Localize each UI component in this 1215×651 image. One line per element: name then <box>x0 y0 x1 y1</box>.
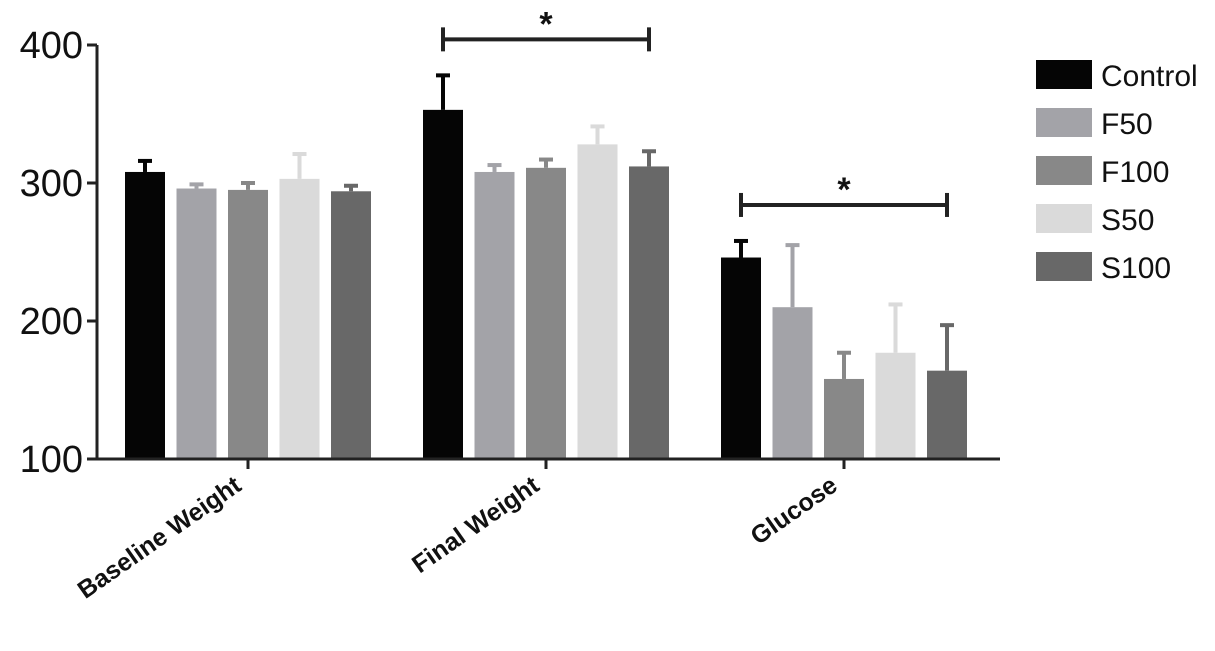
y-tick-label-2: 300 <box>20 163 83 205</box>
y-tick-label-3: 400 <box>20 25 83 67</box>
bar-f100-0 <box>228 189 268 459</box>
legend-label-f100: F100 <box>1101 156 1169 189</box>
legend-swatch-s100 <box>1036 252 1092 281</box>
bar-f50-1 <box>474 171 515 459</box>
bar-s50-2 <box>875 352 916 459</box>
y-tick-label-1: 200 <box>20 301 83 343</box>
error-bars-layer <box>138 73 954 379</box>
legend-label-f50: F50 <box>1101 108 1153 141</box>
bar-f50-0 <box>176 188 217 459</box>
bar-f100-1 <box>526 167 566 459</box>
legend-swatch-control <box>1036 60 1092 89</box>
bar-f50-2 <box>772 307 813 459</box>
bar-control-1 <box>423 109 463 460</box>
bar-s100-0 <box>331 191 371 459</box>
significance-label-0: * <box>539 5 553 43</box>
category-label-2: Glucose <box>746 471 843 551</box>
significance-label-1: * <box>837 171 851 209</box>
bars-layer <box>125 109 967 460</box>
legend-label-s100: S100 <box>1101 252 1171 285</box>
legend-swatch-f100 <box>1036 156 1092 185</box>
bar-control-2 <box>721 257 761 459</box>
bar-s50-1 <box>577 144 618 460</box>
bar-f100-2 <box>824 378 864 459</box>
category-label-1: Final Weight <box>407 471 545 579</box>
legend-swatch-f50 <box>1036 108 1092 137</box>
significance-layer: ** <box>441 5 949 217</box>
legend: Control F50 F100 S50 S100 <box>1036 60 1198 285</box>
category-labels-layer: Baseline Weight Final Weight Glucose <box>73 459 846 605</box>
y-ticks-layer: 100 200 300 400 <box>20 25 97 481</box>
category-label-0: Baseline Weight <box>73 471 247 605</box>
legend-swatch-s50 <box>1036 204 1092 233</box>
y-tick-label-0: 100 <box>20 439 83 481</box>
bar-s50-0 <box>279 178 320 460</box>
bar-control-0 <box>125 171 165 459</box>
legend-label-control: Control <box>1101 60 1198 93</box>
bar-s100-1 <box>629 166 669 459</box>
bar-s100-2 <box>927 370 967 459</box>
legend-label-s50: S50 <box>1101 204 1154 237</box>
